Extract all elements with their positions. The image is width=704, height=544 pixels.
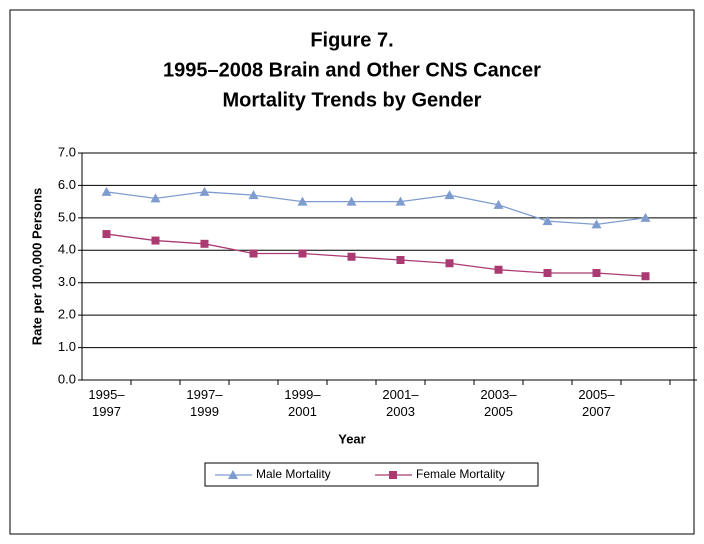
legend (204, 462, 539, 487)
data-point (641, 272, 650, 281)
data-point (297, 196, 308, 206)
data-point (592, 268, 601, 277)
x-tick-label: 1995–1997 (88, 387, 125, 419)
data-point (346, 196, 357, 206)
chart-title: 1995–2008 Brain and Other CNS Cancer (163, 59, 541, 81)
y-tick-label: 0.0 (58, 371, 76, 386)
legend-marker (228, 470, 238, 479)
data-point (395, 196, 406, 206)
frame (9, 9, 695, 535)
data-point (298, 249, 307, 258)
y-tick-label: 7.0 (58, 144, 76, 159)
legend-label: Male Mortality (256, 467, 331, 481)
data-point (248, 190, 259, 200)
data-point (494, 265, 503, 274)
chart-title: Figure 7. (310, 29, 393, 51)
data-point (444, 190, 455, 200)
data-point (543, 268, 552, 277)
series-line (106, 191, 646, 225)
data-point (493, 199, 504, 209)
series-line (106, 233, 646, 277)
y-tick-label: 6.0 (58, 177, 76, 192)
data-point (640, 212, 651, 222)
data-point (542, 216, 553, 226)
data-point (102, 230, 111, 239)
data-point (199, 186, 210, 196)
y-tick-label: 1.0 (58, 339, 76, 354)
x-tick-label: 2005–2007 (578, 387, 615, 419)
y-tick-label: 5.0 (58, 209, 76, 224)
data-point (249, 249, 258, 258)
data-point (200, 239, 209, 248)
y-tick-label: 3.0 (58, 274, 76, 289)
data-point (101, 186, 112, 196)
chart-title: Mortality Trends by Gender (223, 89, 482, 111)
data-point (591, 219, 602, 229)
legend-label: Female Mortality (416, 467, 505, 481)
x-tick-label: 1999–2001 (284, 387, 321, 419)
x-tick-label: 2003–2005 (480, 387, 517, 419)
data-point (347, 252, 356, 261)
x-tick-label: 1997–1999 (186, 387, 223, 419)
legend-marker (389, 471, 397, 479)
data-point (396, 256, 405, 265)
data-point (151, 236, 160, 245)
x-tick-label: 2001–2003 (382, 387, 419, 419)
x-axis-label: Year (338, 431, 365, 446)
data-point (150, 193, 161, 203)
y-tick-label: 4.0 (58, 242, 76, 257)
y-axis-label: Rate per 100,000 Persons (29, 188, 44, 346)
data-point (445, 259, 454, 268)
y-tick-label: 2.0 (58, 307, 76, 322)
